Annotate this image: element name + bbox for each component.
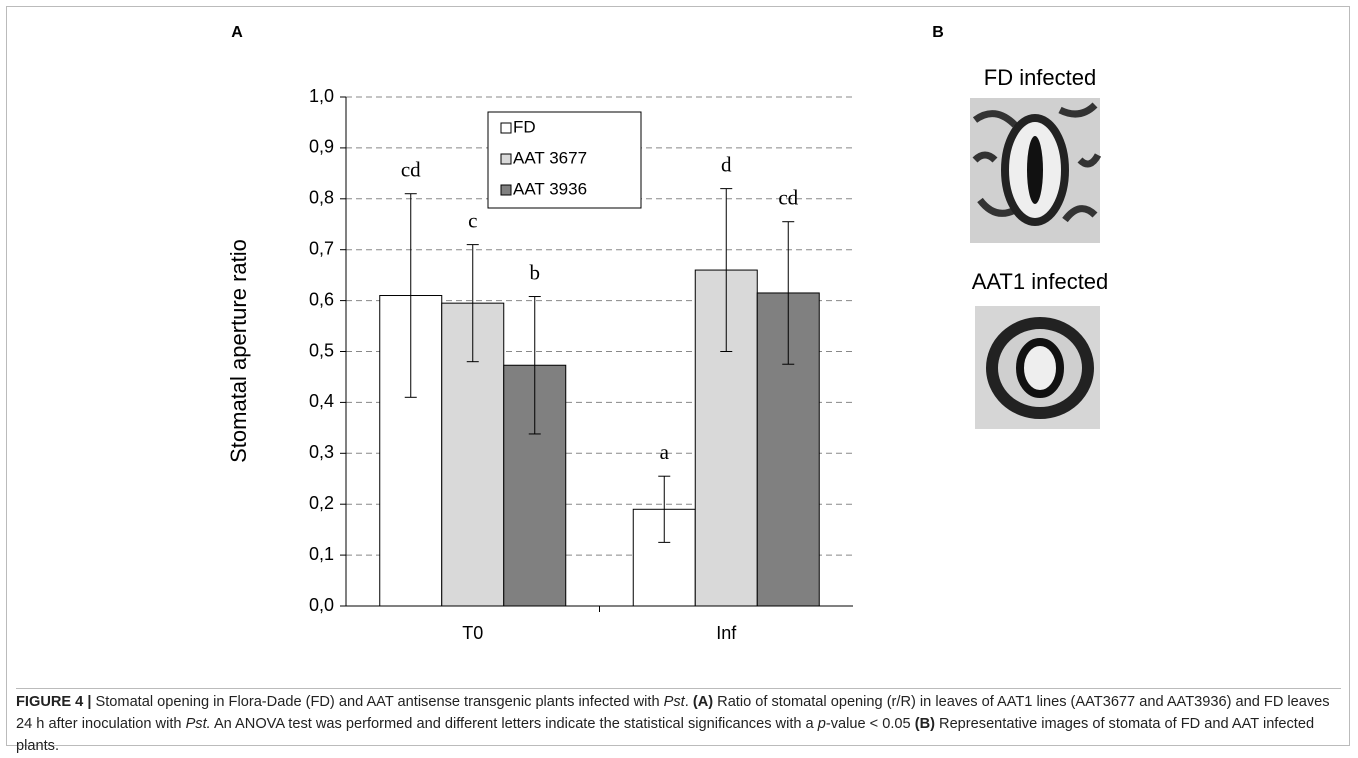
image-label: AAT1 infected [972, 269, 1109, 294]
caption-text: FIGURE 4 | [16, 694, 92, 710]
caption-text: (B) [914, 716, 935, 732]
legend-swatch [500, 122, 512, 134]
y-tick-label: 1,0 [309, 86, 334, 106]
y-tick-label: 0,7 [309, 238, 334, 258]
caption-text: p [817, 716, 826, 732]
caption-text: Pst. [185, 716, 211, 732]
significance-letter: c [468, 208, 477, 232]
y-tick-label: 0,8 [309, 188, 334, 208]
image-label: FD infected [984, 65, 1097, 90]
significance-letter: a [660, 440, 670, 464]
caption-text: Ratio of stomatal opening (r/R) in leave… [16, 694, 1330, 732]
legend-swatch [500, 153, 512, 165]
x-tick-label: Inf [716, 623, 737, 643]
caption-text: Representative images of stomata of FD a… [16, 716, 1315, 754]
significance-letter: b [530, 260, 541, 284]
caption-text: (A) [692, 694, 714, 710]
figure-caption: FIGURE 4 | Stomatal opening in Flora-Dad… [16, 688, 1341, 757]
caption-text: Stomatal opening in Flora-Dade (FD) and … [91, 694, 664, 710]
caption-text: Pst [663, 694, 685, 710]
y-tick-label: 0,1 [309, 544, 334, 564]
y-tick-label: 0,6 [309, 289, 334, 309]
panel-label: B [932, 24, 944, 41]
legend-label: FD [513, 117, 536, 136]
y-tick-label: 0,5 [309, 340, 334, 360]
y-tick-label: 0,0 [309, 595, 334, 615]
y-axis-label: Stomatal aperture ratio [226, 239, 251, 463]
y-tick-label: 0,3 [309, 442, 334, 462]
y-tick-label: 0,2 [309, 493, 334, 513]
legend-swatch [500, 184, 512, 196]
stoma-image [970, 98, 1102, 243]
panel-label: A [231, 24, 243, 41]
figure: A B Stomatal aperture ratio FD infected … [226, 24, 1109, 643]
y-tick-label: 0,4 [309, 391, 334, 411]
y-tick-label: 0,9 [309, 137, 334, 157]
significance-letter: cd [778, 186, 798, 210]
legend-box [487, 111, 642, 209]
figure-frame [6, 6, 1350, 746]
caption-text: . [684, 694, 693, 710]
significance-letter: cd [401, 158, 421, 182]
legend-label: AAT 3936 [513, 179, 587, 198]
significance-letter: d [721, 152, 732, 176]
caption-text: -value < 0.05 [825, 716, 915, 732]
stoma-image [975, 306, 1100, 429]
legend-label: AAT 3677 [513, 148, 587, 167]
caption-text: An ANOVA test was performed and differen… [210, 716, 818, 732]
x-tick-label: T0 [462, 623, 483, 643]
